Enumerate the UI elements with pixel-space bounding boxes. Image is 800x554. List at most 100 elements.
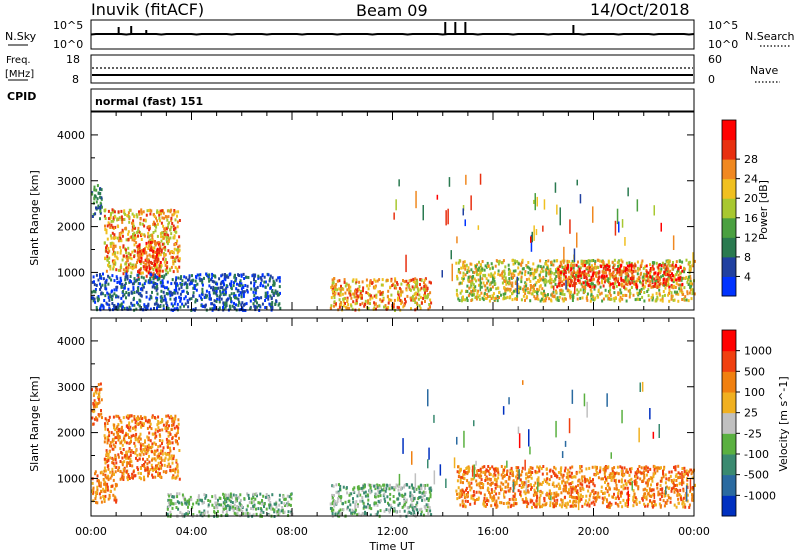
- echo-pixel: [500, 293, 502, 297]
- echo-pixel: [627, 289, 630, 293]
- echo-pixel: [154, 458, 157, 462]
- echo-pixel: [137, 244, 140, 248]
- echo-pixel: [394, 279, 397, 283]
- echo-pixel: [114, 441, 117, 445]
- echo-pixel: [553, 259, 556, 263]
- echo-pixel: [125, 296, 127, 300]
- echo-pixel: [159, 246, 161, 250]
- echo-pixel: [576, 292, 579, 296]
- echo-pixel: [466, 284, 469, 288]
- echo-pixel: [91, 388, 93, 392]
- echo-pixel: [164, 456, 167, 460]
- echo-pixel: [514, 259, 516, 263]
- echo-pixel: [417, 485, 420, 489]
- echo-pixel: [673, 275, 676, 279]
- echo-pixel: [147, 271, 150, 275]
- echo-streak: [422, 205, 424, 221]
- echo-pixel: [100, 412, 103, 416]
- echo-pixel: [92, 201, 95, 205]
- echo-pixel: [387, 301, 390, 305]
- echo-pixel: [118, 427, 121, 431]
- echo-pixel: [545, 280, 548, 284]
- echo-pixel: [570, 267, 573, 271]
- echo-pixel: [112, 493, 115, 497]
- echo-pixel: [148, 259, 150, 263]
- echo-pixel: [392, 509, 395, 513]
- echo-pixel: [156, 234, 159, 238]
- echo-pixel: [470, 290, 473, 293]
- echo-pixel: [120, 263, 122, 267]
- echo-pixel: [176, 247, 179, 251]
- echo-pixel: [532, 289, 535, 293]
- echo-pixel: [539, 270, 542, 274]
- echo-pixel: [508, 281, 511, 285]
- echo-pixel: [677, 299, 680, 303]
- echo-pixel: [176, 495, 179, 499]
- echo-pixel: [154, 431, 157, 435]
- echo-pixel: [134, 249, 137, 253]
- echo-pixel: [175, 465, 178, 469]
- echo-pixel: [466, 269, 469, 272]
- echo-pixel: [162, 304, 165, 308]
- echo-pixel: [104, 475, 107, 479]
- echo-pixel: [651, 296, 654, 300]
- echo-pixel: [283, 510, 286, 514]
- echo-pixel: [602, 263, 605, 267]
- echo-pixel: [125, 266, 128, 270]
- echo-pixel: [604, 275, 607, 279]
- echo-pixel: [175, 434, 178, 438]
- echo-pixel: [625, 273, 628, 277]
- echo-pixel: [631, 281, 634, 285]
- echo-pixel: [225, 493, 228, 497]
- echo-pixel: [187, 305, 190, 309]
- echo-pixel: [99, 205, 102, 209]
- echo-pixel: [550, 299, 553, 303]
- echo-pixel: [149, 238, 152, 242]
- echo-pixel: [256, 305, 259, 309]
- echo-pixel: [231, 496, 233, 500]
- echo-pixel: [691, 264, 694, 268]
- echo-pixel: [570, 280, 573, 284]
- echo-pixel: [149, 307, 152, 311]
- echo-pixel: [136, 286, 139, 290]
- echo-pixel: [495, 287, 498, 291]
- echo-pixel: [143, 303, 146, 307]
- echo-pixel: [183, 297, 186, 301]
- echo-pixel: [283, 502, 286, 506]
- echo-pixel: [541, 287, 544, 291]
- echo-pixel: [481, 267, 484, 271]
- echo-pixel: [689, 264, 692, 268]
- echo-pixel: [159, 434, 162, 438]
- colorbar-swatch: [722, 276, 736, 297]
- echo-pixel: [146, 435, 149, 439]
- echo-pixel: [601, 279, 603, 283]
- echo-pixel: [467, 275, 470, 279]
- echo-pixel: [333, 304, 335, 308]
- echo-pixel: [121, 430, 124, 434]
- echo-pixel: [153, 285, 156, 289]
- echo-pixel: [429, 298, 432, 302]
- echo-pixel: [103, 469, 106, 473]
- echo-pixel: [177, 507, 180, 511]
- echo-pixel: [386, 495, 389, 499]
- echo-pixel: [259, 282, 262, 285]
- echo-pixel: [383, 305, 385, 309]
- echo-pixel: [117, 423, 120, 427]
- echo-pixel: [169, 501, 172, 505]
- echo-pixel: [361, 496, 364, 499]
- echo-pixel: [527, 271, 530, 275]
- echo-pixel: [161, 269, 164, 273]
- echo-pixel: [567, 270, 570, 274]
- echo-pixel: [131, 464, 134, 468]
- echo-pixel: [225, 286, 228, 290]
- echo-pixel: [522, 287, 524, 291]
- echo-pixel: [264, 285, 267, 289]
- echo-pixel: [200, 511, 203, 515]
- echo-pixel: [125, 456, 128, 460]
- echo-pixel: [511, 258, 514, 262]
- echo-pixel: [112, 461, 115, 465]
- echo-pixel: [514, 269, 517, 273]
- echo-pixel: [142, 276, 145, 280]
- echo-pixel: [241, 504, 243, 508]
- echo-pixel: [678, 287, 681, 291]
